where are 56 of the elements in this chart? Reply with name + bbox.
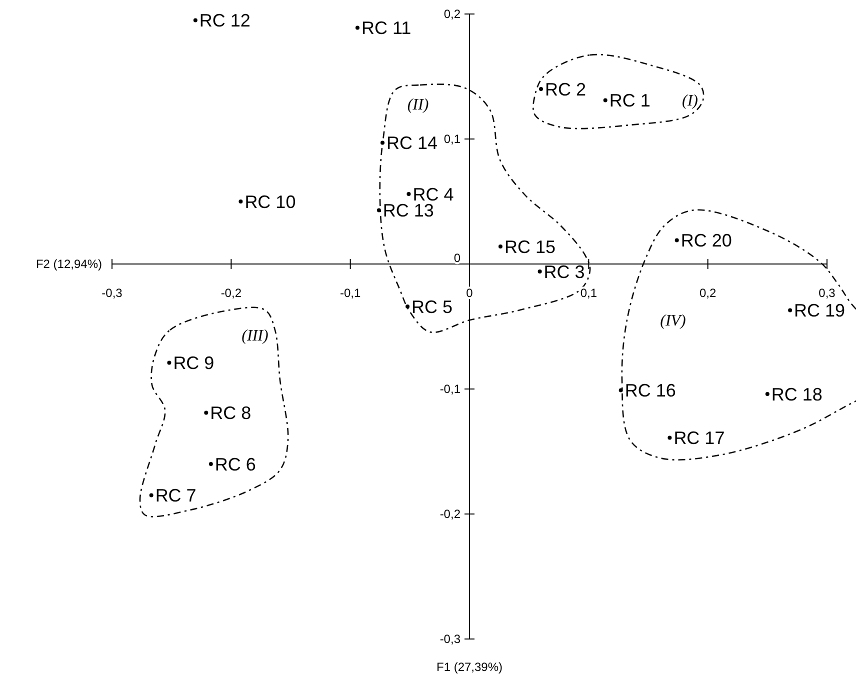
data-label: RC 12 bbox=[199, 10, 250, 31]
data-label: RC 15 bbox=[504, 236, 556, 257]
point bbox=[167, 360, 172, 365]
point bbox=[788, 308, 792, 312]
point bbox=[238, 200, 243, 204]
data-label: RC 3 bbox=[544, 262, 585, 282]
y-axis-title: F2 (12,94%) bbox=[36, 257, 102, 272]
annotation: (I) bbox=[682, 92, 698, 110]
point bbox=[193, 18, 198, 22]
data-label: RC 2 bbox=[545, 79, 586, 100]
point bbox=[538, 270, 542, 274]
y-tick-label: -0,1 bbox=[440, 382, 461, 396]
point bbox=[765, 392, 770, 396]
annotation: (III) bbox=[242, 328, 268, 345]
data-label: RC 10 bbox=[244, 192, 296, 212]
point bbox=[603, 98, 608, 102]
point bbox=[149, 493, 154, 498]
annotation: (IV) bbox=[660, 312, 686, 330]
data-label: RC 16 bbox=[624, 380, 676, 401]
y-tick-label: 0,1 bbox=[444, 132, 461, 146]
point bbox=[539, 87, 543, 91]
x-tick-label: 0,1 bbox=[580, 286, 598, 300]
x-tick-label: -0,3 bbox=[102, 286, 123, 300]
point bbox=[380, 140, 385, 145]
point bbox=[376, 208, 381, 212]
point bbox=[355, 26, 360, 30]
point bbox=[618, 388, 623, 392]
point bbox=[406, 304, 410, 308]
y-tick-label: 0 bbox=[454, 251, 461, 266]
y-tick-label: 0,2 bbox=[444, 7, 461, 22]
x-tick-label: -0,1 bbox=[340, 286, 361, 300]
data-label: RC 18 bbox=[771, 384, 822, 404]
point bbox=[668, 436, 672, 440]
data-label: RC 5 bbox=[412, 296, 453, 317]
data-label: RC 6 bbox=[214, 454, 256, 474]
point bbox=[674, 238, 679, 242]
data-label: RC 17 bbox=[674, 428, 725, 448]
annotation: (II) bbox=[407, 96, 429, 114]
data-label: RC 9 bbox=[173, 353, 214, 374]
data-label: RC 7 bbox=[155, 486, 196, 506]
data-label: RC 20 bbox=[680, 230, 732, 251]
data-label: RC 11 bbox=[361, 18, 412, 38]
point bbox=[204, 410, 208, 415]
point bbox=[208, 462, 213, 466]
y-tick-label: -0,3 bbox=[440, 632, 461, 646]
y-tick-label: -0,2 bbox=[440, 507, 461, 522]
x-tick-label: -0,2 bbox=[220, 286, 242, 300]
data-label: RC 14 bbox=[386, 133, 438, 154]
data-label: RC 19 bbox=[794, 300, 846, 321]
data-label: RC 8 bbox=[210, 403, 252, 424]
data-label: RC 1 bbox=[609, 90, 650, 111]
x-tick-label: 0,3 bbox=[818, 286, 836, 300]
point bbox=[406, 192, 411, 196]
point bbox=[498, 244, 502, 248]
x-tick-label: 0,2 bbox=[699, 286, 716, 300]
x-axis-title: F1 (27,39%) bbox=[436, 660, 503, 674]
